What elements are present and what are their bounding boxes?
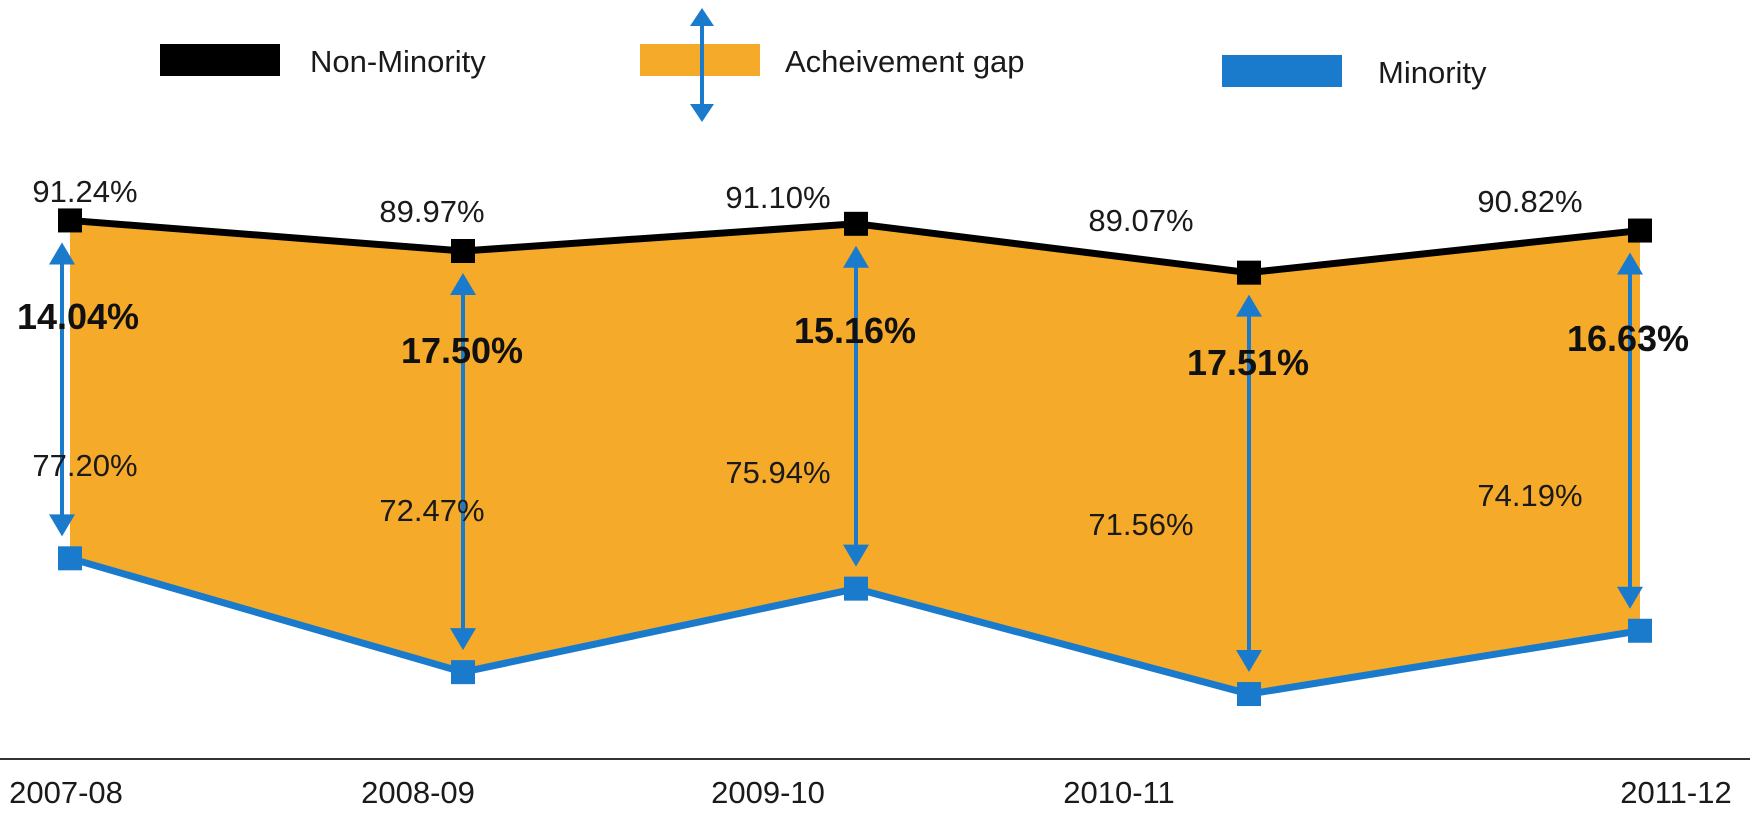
marker-minority: [58, 546, 82, 571]
legend-label-non-minority: Non-Minority: [310, 44, 486, 79]
gap-arrow: [450, 273, 476, 651]
legend-swatch-non-minority: [160, 44, 280, 76]
value-label-minority: 74.19%: [1477, 478, 1582, 513]
marker-non-minority: [58, 208, 82, 233]
legend-label-gap: Acheivement gap: [785, 44, 1025, 79]
marker-minority: [844, 576, 868, 601]
plot-area: 14.04% 17.50% 15.16% 17.51% 16.63% 91.24% 89.9…: [17, 174, 1689, 707]
marker-non-minority: [1628, 218, 1652, 243]
x-tick-label: 2008-09: [361, 775, 475, 810]
value-label-non-minority: 89.07%: [1088, 203, 1193, 238]
value-label-minority: 71.56%: [1088, 507, 1193, 542]
gap-arrow: [1617, 252, 1643, 609]
x-axis-ticks: 2007-08 2008-09 2009-10 2010-11 2011-12: [9, 775, 1732, 810]
marker-non-minority: [451, 239, 475, 264]
marker-minority: [451, 660, 475, 685]
gap-arrow: [843, 245, 869, 567]
gap-arrow: [1236, 294, 1262, 673]
marker-non-minority: [1237, 260, 1261, 285]
gap-arrow: [49, 242, 75, 537]
x-tick-label: 2010-11: [1063, 775, 1174, 810]
x-tick-label: 2011-12: [1620, 775, 1731, 810]
legend-label-minority: Minority: [1378, 55, 1487, 90]
x-tick-label: 2007-08: [9, 775, 123, 810]
legend-swatch-minority: [1222, 55, 1342, 87]
gap-label: 17.50%: [401, 330, 523, 371]
value-label-minority: 77.20%: [32, 448, 137, 483]
marker-minority: [1628, 618, 1652, 643]
value-label-non-minority: 89.97%: [379, 194, 484, 229]
value-label-non-minority: 90.82%: [1477, 184, 1582, 219]
value-label-minority: 75.94%: [725, 455, 830, 490]
legend-arrow-icon: [690, 8, 714, 122]
gap-label: 14.04%: [17, 296, 139, 337]
x-tick-label: 2009-10: [711, 775, 825, 810]
gap-label: 15.16%: [794, 310, 916, 351]
marker-non-minority: [844, 211, 868, 236]
gap-label: 17.51%: [1187, 342, 1309, 383]
legend: Non-Minority Acheivement gap Minority: [160, 8, 1487, 122]
gap-label: 16.63%: [1567, 318, 1689, 359]
value-label-non-minority: 91.10%: [725, 180, 830, 215]
marker-minority: [1237, 682, 1261, 707]
value-label-minority: 72.47%: [379, 493, 484, 528]
value-label-non-minority: 91.24%: [32, 174, 137, 209]
